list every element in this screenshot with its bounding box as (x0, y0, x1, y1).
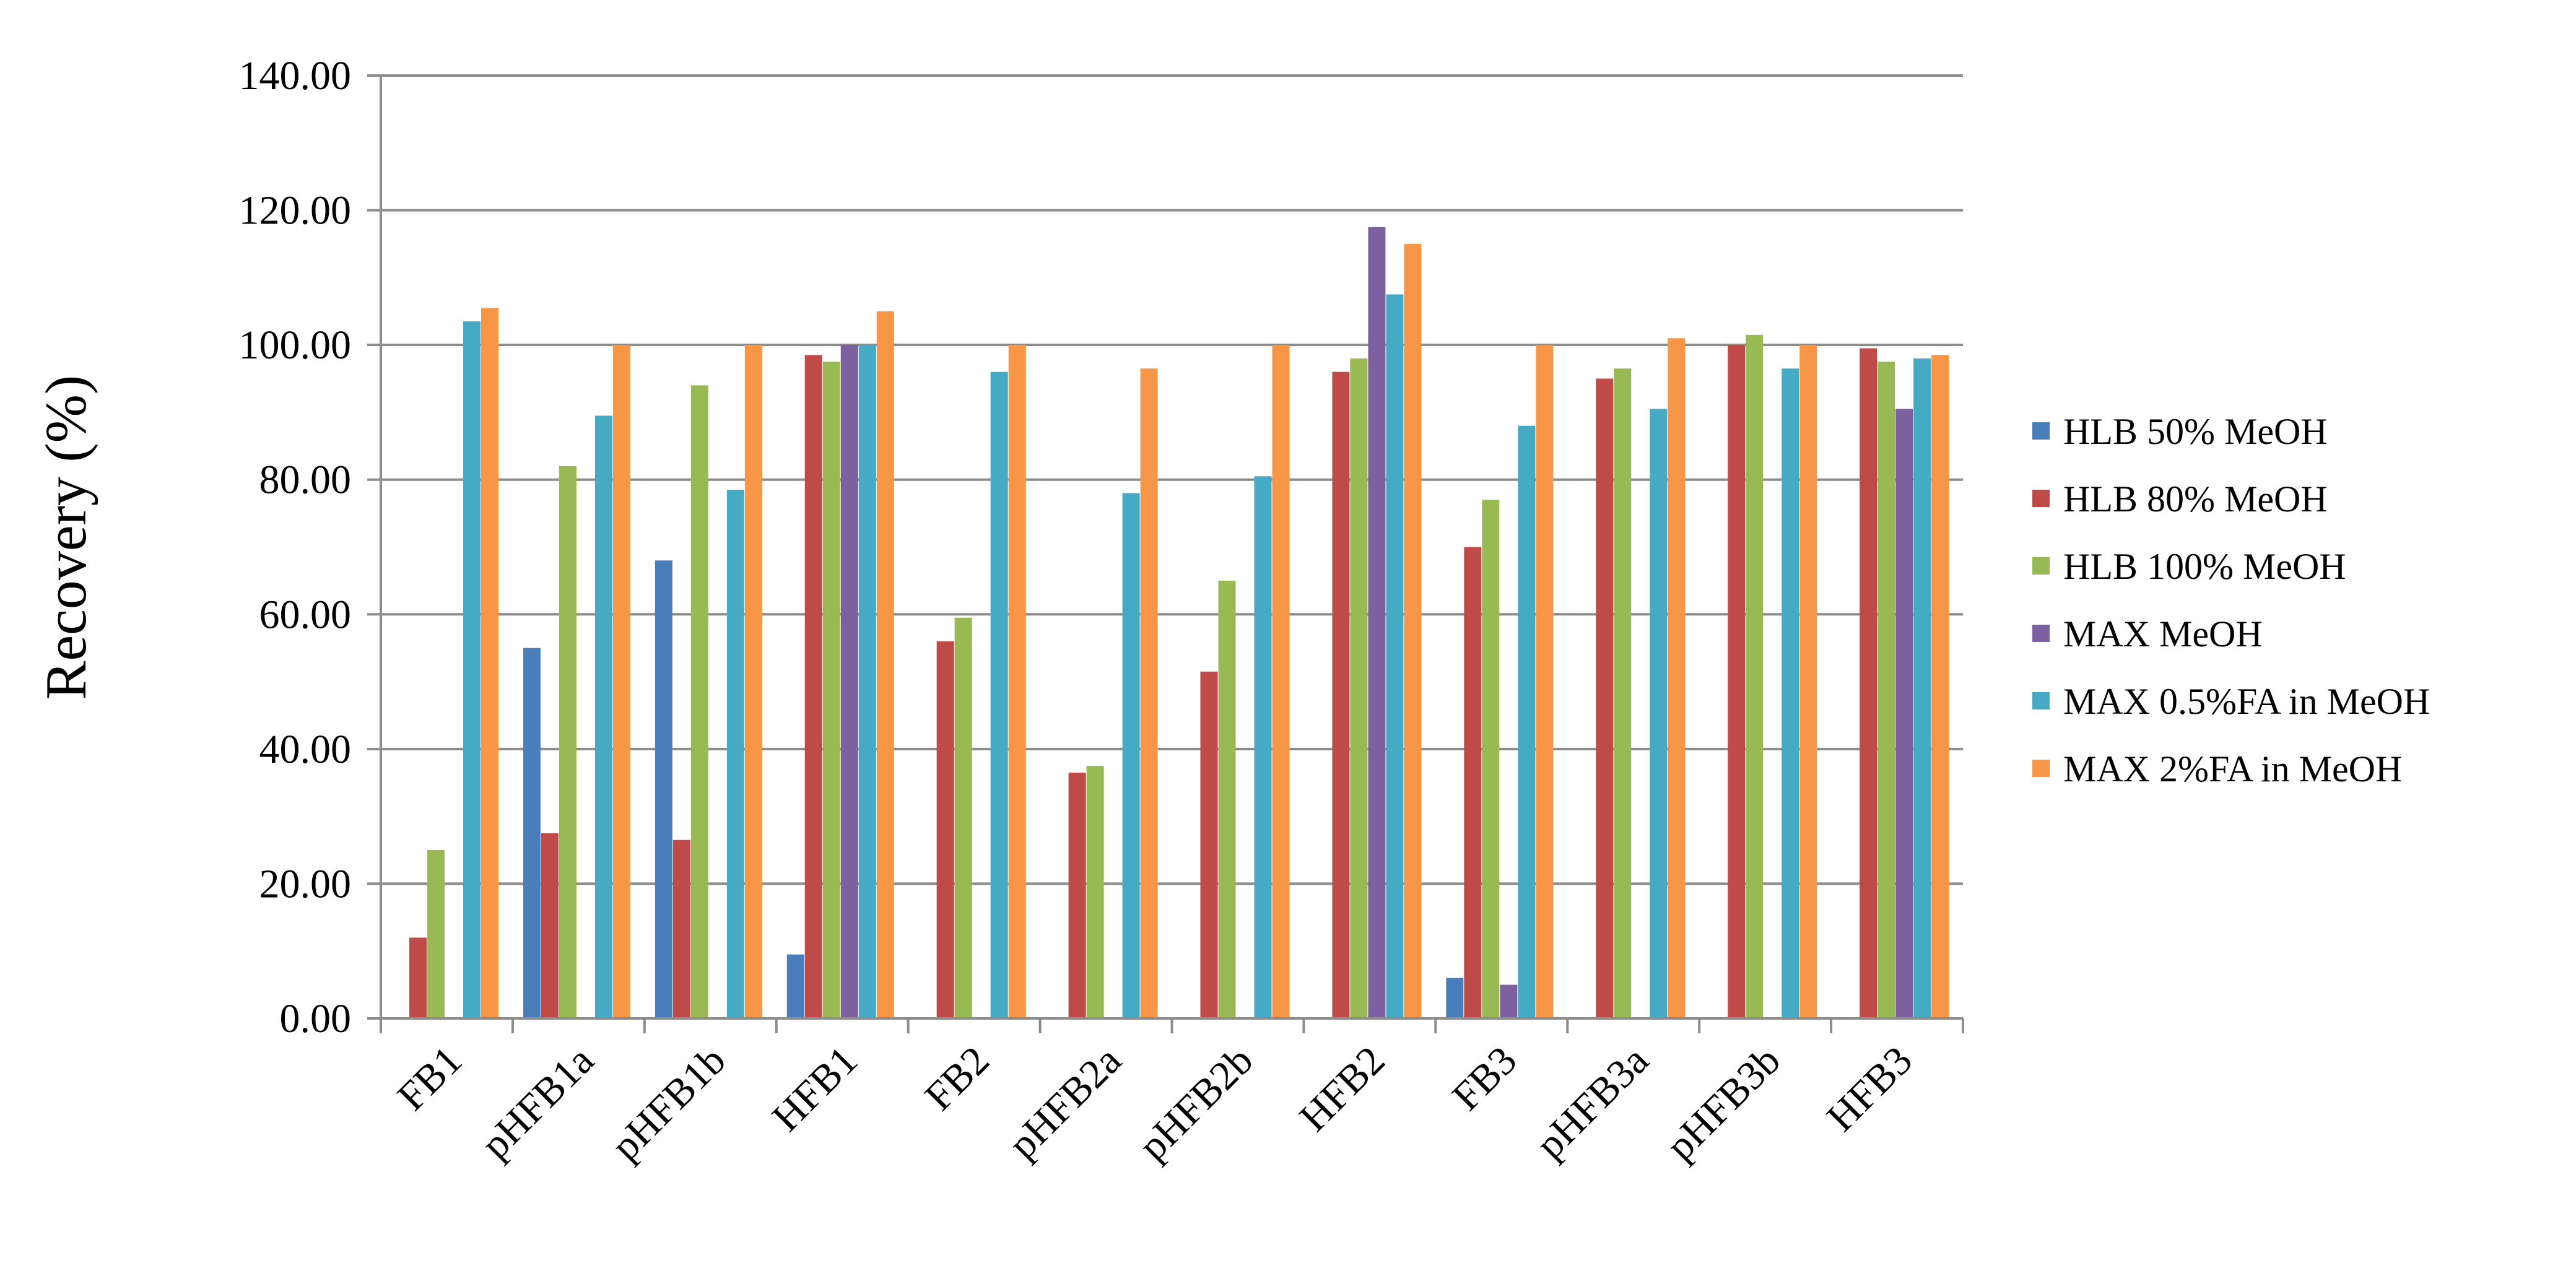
bar (427, 850, 445, 1018)
y-tick-label: 60.00 (259, 592, 352, 637)
bar (1596, 378, 1614, 1019)
legend-swatch (2032, 625, 2050, 642)
bar (1368, 227, 1386, 1019)
bar (409, 937, 427, 1018)
bar (1931, 355, 1949, 1018)
bar (559, 466, 577, 1018)
x-tick-label: pHFB3b (1658, 1038, 1789, 1169)
bar (523, 648, 541, 1018)
axes (380, 76, 1964, 1033)
y-tick-label: 120.00 (239, 188, 352, 233)
bar (822, 362, 840, 1018)
bar (1650, 409, 1668, 1018)
bar (1008, 345, 1026, 1019)
bar (1200, 671, 1218, 1018)
bar (786, 954, 804, 1018)
legend-swatch (2032, 760, 2050, 777)
x-tick-label: FB1 (389, 1038, 471, 1119)
bar (840, 345, 858, 1019)
bar (1878, 362, 1895, 1018)
bar (936, 641, 954, 1018)
bar (1218, 580, 1236, 1018)
bar (954, 617, 972, 1018)
bar (1913, 358, 1931, 1018)
x-tick-label: FB3 (1443, 1038, 1525, 1119)
legend-label: MAX 2%FA in MeOH (2063, 749, 2402, 789)
y-tick-label: 100.00 (239, 323, 352, 368)
x-tick-label: pHFB1b (603, 1038, 734, 1169)
gridlines (367, 74, 1963, 1020)
bar (1895, 409, 1913, 1018)
bar (1799, 345, 1817, 1019)
legend-swatch (2032, 490, 2050, 507)
legend: HLB 50% MeOH HLB 80% MeOH HLB 100% MeOH MAX… (2032, 411, 2430, 789)
y-tick-label: 0.00 (280, 996, 352, 1041)
x-tick-label: HFB3 (1818, 1038, 1921, 1140)
legend-label: MAX MeOH (2063, 614, 2263, 654)
x-tick-label: pHFB2a (1000, 1038, 1130, 1168)
bar (541, 833, 559, 1018)
y-tick-labels: 0.00 20.00 40.00 60.00 80.00 100.00 120.00 140.… (239, 53, 352, 1041)
bar (1464, 547, 1482, 1018)
legend-swatch (2032, 692, 2050, 710)
bar (1728, 345, 1746, 1019)
legend-label: MAX 0.5%FA in MeOH (2063, 681, 2430, 722)
y-tick-label: 40.00 (259, 727, 352, 772)
bar (612, 345, 630, 1019)
bar (1500, 984, 1518, 1018)
x-tick-labels: FB1 pHFB1a pHFB1b HFB1 FB2 pHFB2a pHFB2b HFB2 FB… (389, 1038, 1921, 1169)
bar (990, 371, 1008, 1018)
bar (1518, 425, 1536, 1018)
bar (1404, 243, 1422, 1018)
bar (1086, 766, 1104, 1018)
x-tick-label: pHFB3a (1528, 1038, 1658, 1168)
x-tick-label: FB2 (916, 1038, 998, 1119)
bar (1536, 345, 1554, 1019)
bar (1746, 334, 1764, 1019)
bar (1668, 338, 1686, 1018)
y-tick-label: 140.00 (239, 53, 352, 98)
bar (1782, 368, 1799, 1019)
bar (1350, 358, 1368, 1018)
bar (672, 840, 690, 1018)
x-tick-label: pHFB1a (472, 1038, 603, 1168)
legend-label: HLB 50% MeOH (2063, 411, 2328, 452)
bar (481, 308, 498, 1019)
bar (804, 355, 822, 1018)
legend-swatch (2032, 422, 2050, 440)
x-tick-label: pHFB2b (1130, 1038, 1261, 1169)
legend-label: HLB 100% MeOH (2063, 546, 2346, 587)
bar (1614, 368, 1632, 1019)
bar (744, 345, 762, 1019)
bar (1332, 371, 1350, 1018)
bar (690, 385, 708, 1018)
y-axis-label: Recovery (%) (34, 375, 98, 700)
bar (1860, 348, 1878, 1018)
bar (1122, 493, 1140, 1018)
bar (1272, 345, 1290, 1019)
y-tick-label: 80.00 (259, 458, 352, 503)
bar (726, 490, 744, 1018)
bar (858, 345, 876, 1019)
bar (1482, 500, 1500, 1018)
bar (1386, 294, 1404, 1018)
bar (1140, 368, 1158, 1019)
bar (1254, 476, 1272, 1018)
y-tick-label: 20.00 (259, 861, 352, 906)
bars (409, 227, 1949, 1019)
x-tick-label: HFB1 (764, 1038, 866, 1140)
x-tick-label: HFB2 (1291, 1038, 1394, 1140)
bar (655, 560, 672, 1018)
legend-label: HLB 80% MeOH (2063, 479, 2328, 519)
bar (876, 311, 894, 1018)
bar (1446, 978, 1464, 1018)
bar (1068, 772, 1086, 1018)
bar (463, 321, 481, 1018)
legend-swatch (2032, 557, 2050, 575)
bar (594, 415, 612, 1018)
